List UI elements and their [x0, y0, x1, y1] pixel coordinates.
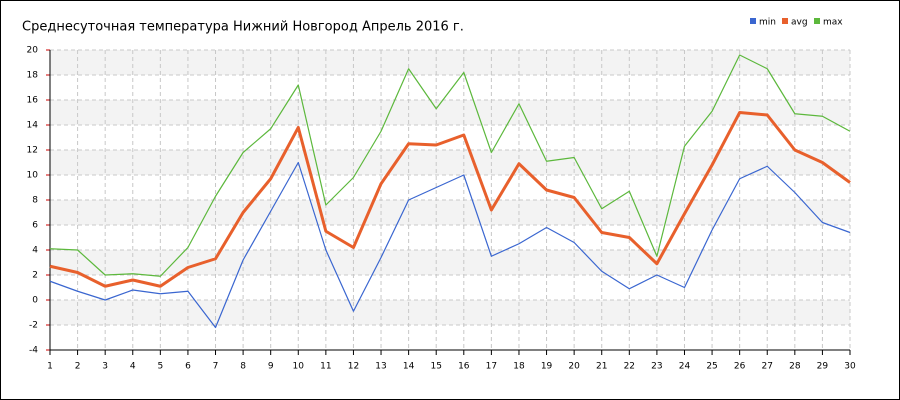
- y-tick-label: 20: [27, 46, 39, 56]
- y-tick-label: 8: [32, 196, 38, 206]
- y-tick-label: 10: [27, 171, 39, 181]
- plot-band: [50, 100, 850, 125]
- x-tick-label: 1: [47, 362, 53, 372]
- plot-band: [50, 50, 850, 75]
- x-tick-label: 16: [458, 362, 470, 372]
- x-tick-label: 20: [568, 362, 580, 372]
- series-line: [49, 111, 851, 288]
- legend-swatch: [782, 18, 788, 24]
- x-tick-label: 21: [596, 362, 607, 372]
- plot-band: [50, 300, 850, 325]
- chart-title: Среднесуточная температура Нижний Новгор…: [22, 20, 464, 35]
- x-tick-label: 7: [213, 362, 219, 372]
- series-line: [49, 161, 851, 329]
- x-tick-label: 10: [293, 362, 305, 372]
- y-tick-label: -2: [29, 321, 38, 331]
- x-tick-label: 5: [157, 362, 163, 372]
- y-tick-label: 18: [27, 71, 39, 81]
- x-tick-label: 14: [403, 362, 415, 372]
- series-line: [49, 54, 851, 277]
- y-tick-label: 14: [27, 121, 39, 131]
- legend-swatch: [814, 18, 820, 24]
- x-tick-label: 18: [513, 362, 525, 372]
- legend-label: max: [823, 18, 843, 28]
- x-tick-label: 19: [541, 362, 553, 372]
- legend-label: min: [759, 18, 776, 28]
- plot-band: [50, 200, 850, 225]
- x-tick-label: 22: [624, 362, 635, 372]
- plot-band: [50, 150, 850, 175]
- y-tick-label: 6: [32, 221, 38, 231]
- x-tick-label: 2: [75, 362, 81, 372]
- plot-band: [50, 250, 850, 275]
- x-tick-label: 17: [486, 362, 497, 372]
- x-tick-label: 27: [762, 362, 773, 372]
- x-tick-label: 9: [268, 362, 274, 372]
- y-tick-label: 0: [32, 296, 38, 306]
- x-tick-label: 26: [734, 362, 746, 372]
- x-tick-label: 25: [706, 362, 717, 372]
- x-tick-label: 28: [789, 362, 801, 372]
- x-tick-label: 8: [240, 362, 246, 372]
- x-tick-label: 3: [102, 362, 108, 372]
- x-tick-label: 15: [430, 362, 441, 372]
- x-tick-label: 24: [679, 362, 691, 372]
- legend-swatch: [750, 18, 756, 24]
- legend-label: avg: [791, 18, 808, 28]
- x-tick-label: 13: [375, 362, 386, 372]
- y-tick-label: -4: [29, 346, 38, 356]
- x-tick-label: 11: [320, 362, 331, 372]
- y-tick-label: 2: [32, 271, 38, 281]
- x-tick-label: 6: [185, 362, 191, 372]
- x-tick-label: 4: [130, 362, 136, 372]
- y-tick-label: 4: [32, 246, 38, 256]
- y-tick-label: 16: [27, 96, 39, 106]
- y-tick-label: 12: [27, 146, 38, 156]
- x-tick-label: 23: [651, 362, 662, 372]
- x-tick-label: 12: [348, 362, 359, 372]
- x-tick-label: 29: [817, 362, 829, 372]
- x-tick-label: 30: [844, 362, 856, 372]
